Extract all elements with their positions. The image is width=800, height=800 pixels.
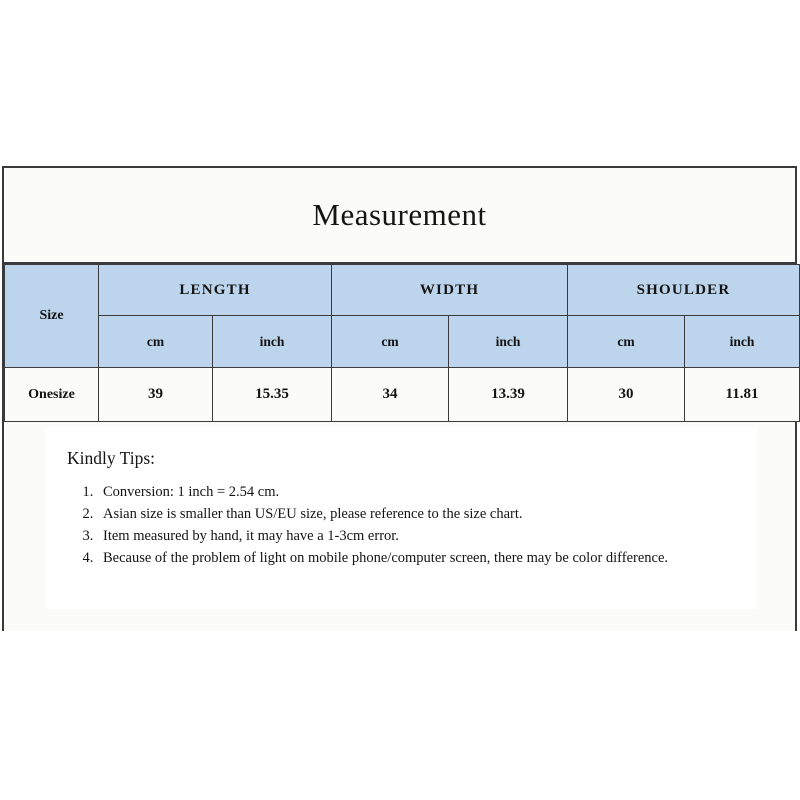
table-header: Size LENGTH WIDTH SHOULDER cm inch cm in…	[4, 264, 800, 368]
column-group-shoulder: SHOULDER	[567, 264, 800, 316]
kindly-tips-section: Kindly Tips: Conversion: 1 inch = 2.54 c…	[4, 422, 795, 631]
column-header-length-inch: inch	[211, 315, 333, 368]
column-group-length: LENGTH	[97, 264, 333, 316]
table-body: Onesize 39 15.35 34 13.39 30 11.81	[4, 367, 800, 422]
column-header-shoulder-cm: cm	[567, 315, 686, 368]
cell-size-name: Onesize	[4, 367, 99, 422]
table-row: Onesize 39 15.35 34 13.39 30 11.81	[4, 367, 800, 422]
column-header-width-cm: cm	[331, 315, 450, 368]
cell-width-inch: 13.39	[448, 367, 569, 422]
kindly-tips-list: Conversion: 1 inch = 2.54 cm. Asian size…	[67, 481, 747, 569]
column-header-shoulder-inch: inch	[684, 315, 800, 368]
kindly-tips-heading: Kindly Tips:	[67, 448, 156, 468]
card-title-bar: Measurement	[4, 168, 795, 264]
kindly-tips-panel: Kindly Tips: Conversion: 1 inch = 2.54 c…	[45, 426, 757, 609]
table-header-row-groups: Size LENGTH WIDTH SHOULDER	[4, 264, 800, 368]
column-header-width-inch: inch	[448, 315, 569, 368]
column-group-width: WIDTH	[331, 264, 569, 316]
cell-width-cm: 34	[331, 367, 450, 422]
cell-shoulder-cm: 30	[567, 367, 686, 422]
list-item: Asian size is smaller than US/EU size, p…	[97, 503, 747, 525]
list-item: Because of the problem of light on mobil…	[97, 547, 747, 569]
column-header-length-cm: cm	[98, 315, 213, 368]
page-title: Measurement	[312, 197, 487, 232]
cell-length-inch: 15.35	[211, 367, 333, 422]
table-header-row-units: cm inch cm inch cm inch	[5, 315, 800, 368]
list-item: Item measured by hand, it may have a 1-3…	[97, 525, 747, 547]
measurement-card: Measurement Size LENGTH WIDTH SHOULDER c…	[2, 166, 800, 631]
column-header-size: Size	[4, 264, 99, 368]
cell-length-cm: 39	[98, 367, 213, 422]
list-item: Conversion: 1 inch = 2.54 cm.	[97, 481, 747, 503]
cell-shoulder-inch: 11.81	[684, 367, 800, 422]
size-chart-table: Size LENGTH WIDTH SHOULDER cm inch cm in…	[4, 264, 800, 422]
